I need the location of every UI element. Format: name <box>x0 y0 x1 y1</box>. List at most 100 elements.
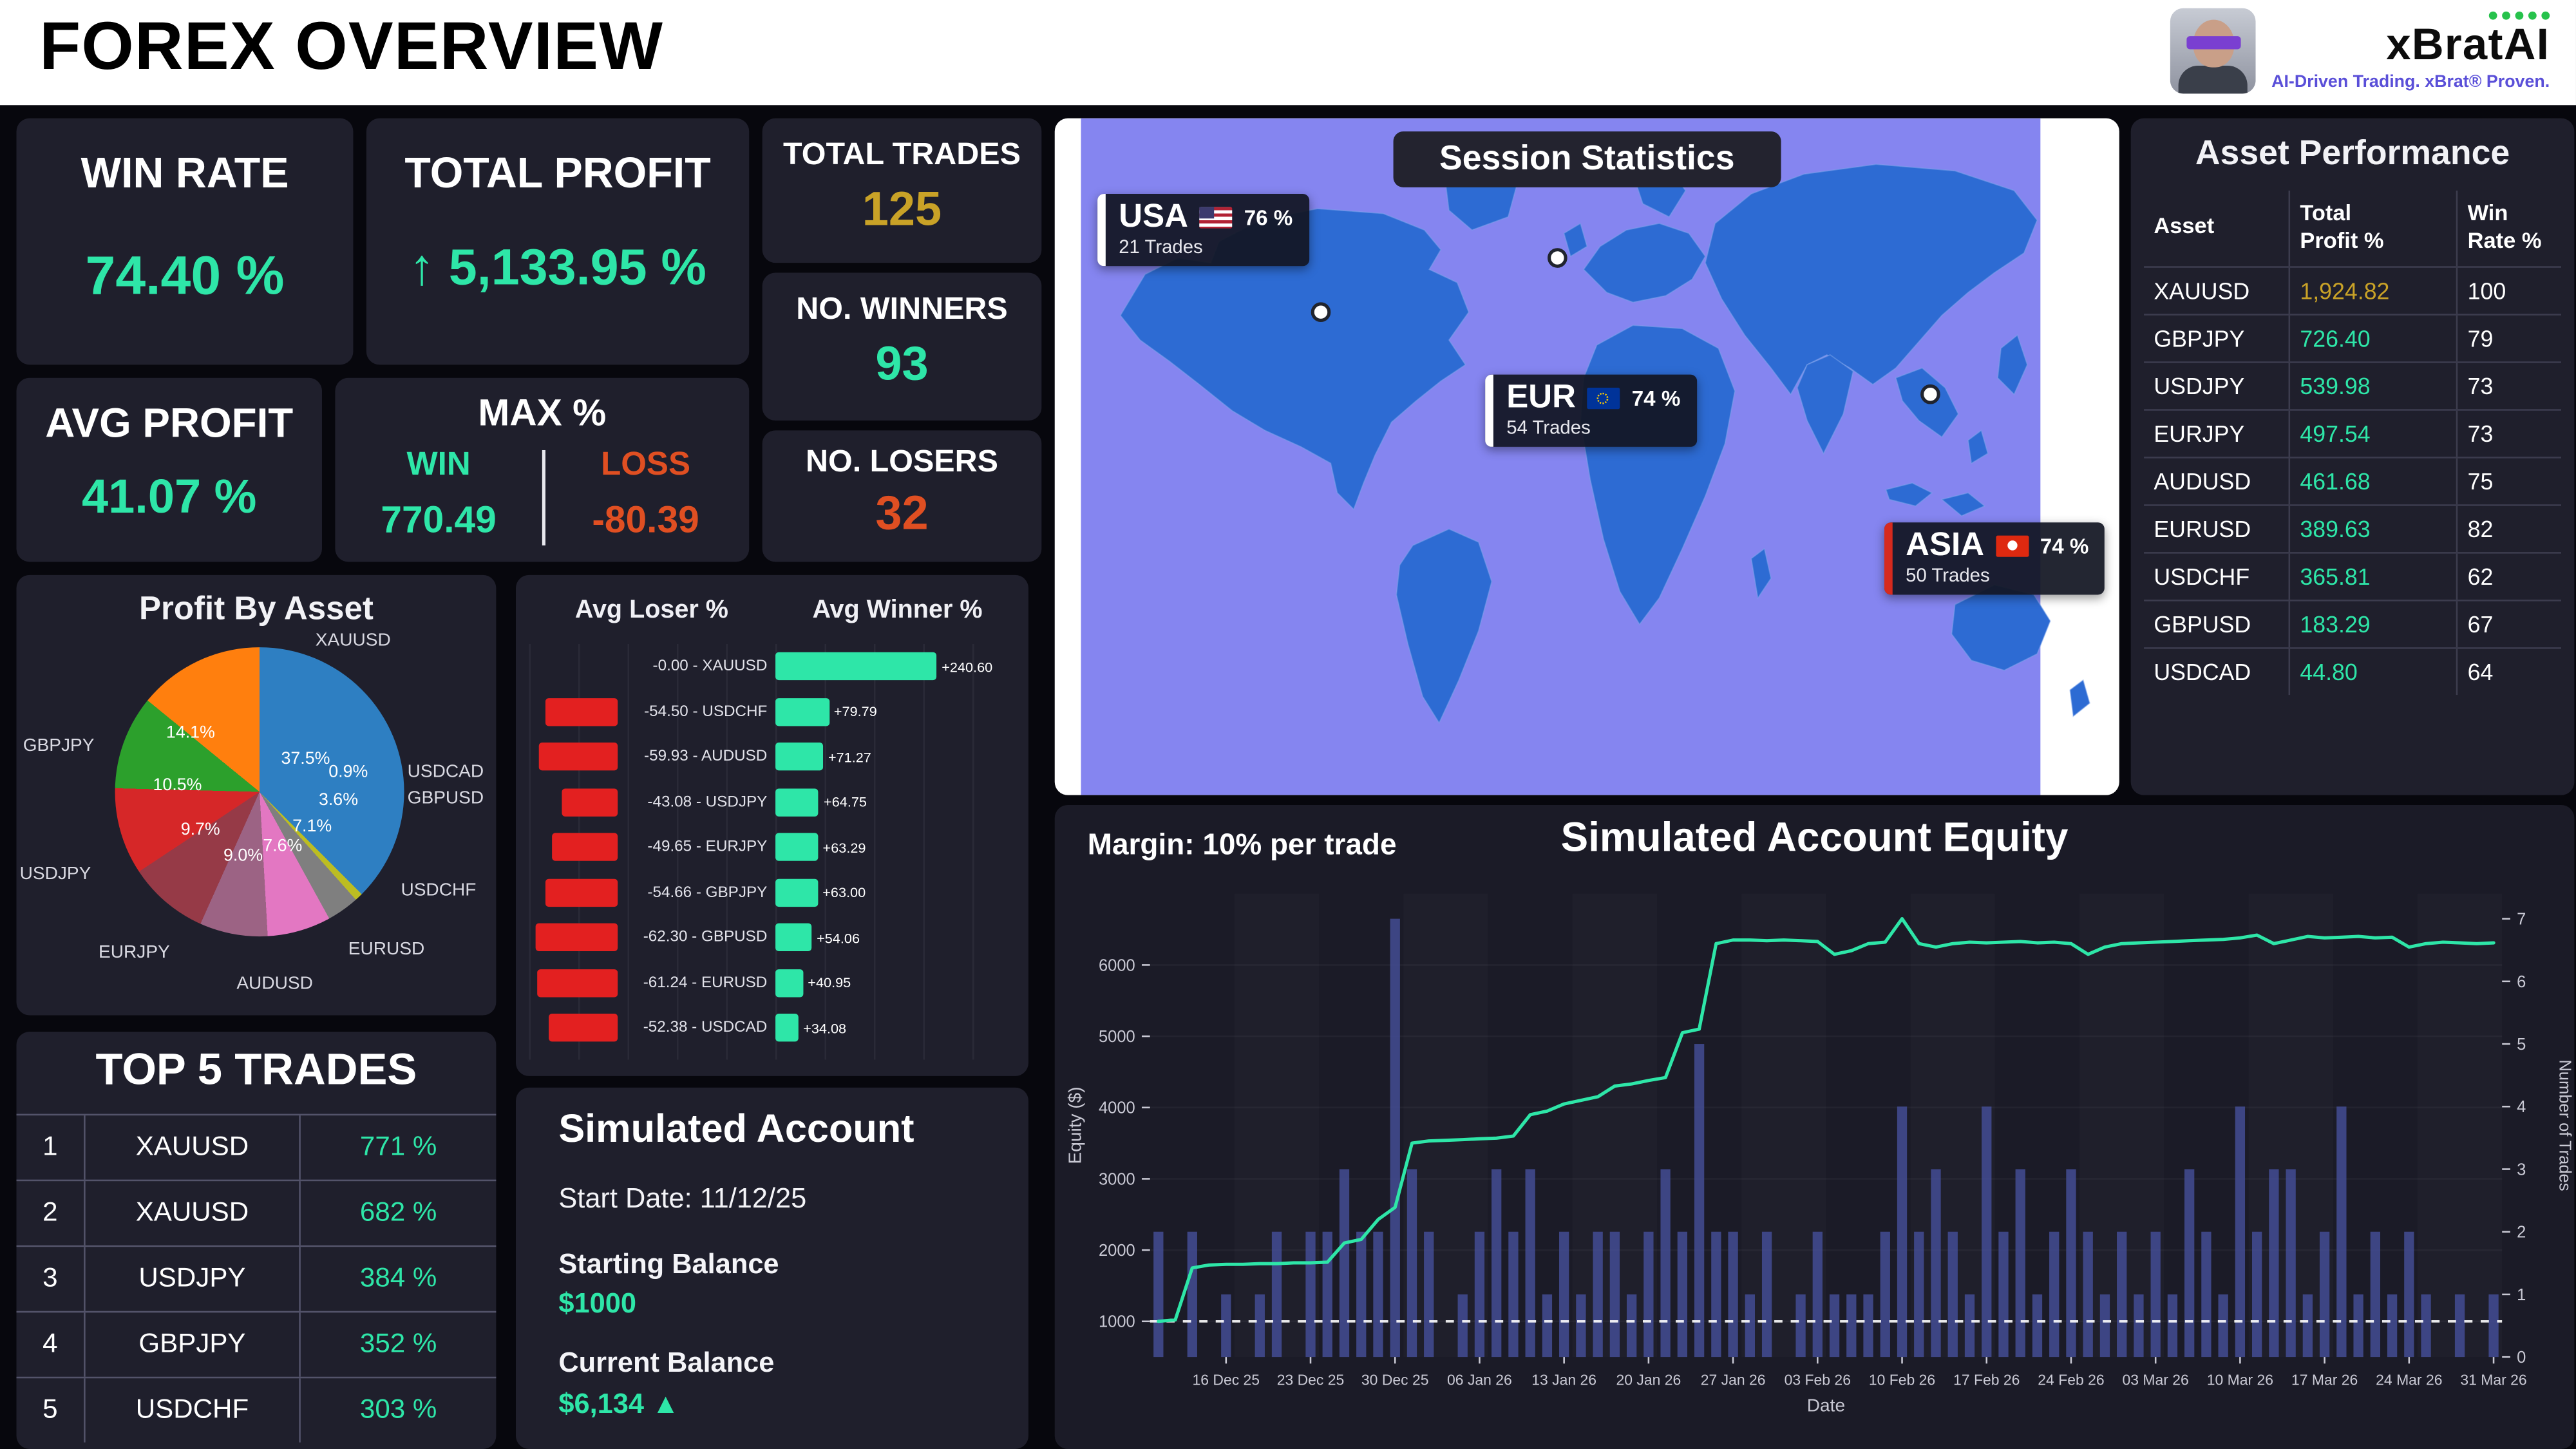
eur-session-name: EUR <box>1506 379 1577 416</box>
top5-asset: XAUUSD <box>135 1132 249 1162</box>
winner-value: +64.75 <box>824 793 867 811</box>
winloss-label: -43.08 - USDJPY <box>647 793 768 811</box>
asset-performance-table: Asset Total Profit % Win Rate % XAUUSD 1,924… <box>2144 190 2562 695</box>
winloss-row: -62.30 - GBPUSD +54.06 <box>529 915 1015 960</box>
winners-value: 93 <box>875 338 929 392</box>
winner-value: +63.29 <box>822 838 866 856</box>
page-title: FOREX OVERVIEW <box>39 8 664 84</box>
winner-value: +71.27 <box>828 748 871 766</box>
avatar <box>2169 8 2255 94</box>
pie-slice-label: EURUSD <box>348 940 425 960</box>
winloss-row: -54.50 - USDCHF +79.79 <box>529 689 1015 734</box>
loser-bar <box>545 697 618 726</box>
total-trades-label: TOTAL TRADES <box>783 138 1021 173</box>
win-rate-value: 74.40 % <box>85 245 285 306</box>
up-arrow-icon: ↑ <box>409 238 435 296</box>
max-pct-card: MAX % WIN 770.49 LOSS -80.39 <box>335 377 750 562</box>
winloss-label: -0.00 - XAUUSD <box>652 658 768 676</box>
sim-starting-value: $1000 <box>558 1287 636 1320</box>
equity-chart-title: Simulated Account Equity <box>1560 815 2069 861</box>
asset-winrate: 79 <box>2456 315 2561 361</box>
top5-row: 3 USDJPY 384 % <box>16 1245 497 1311</box>
table-row: EURUSD 389.63 82 <box>2144 504 2562 552</box>
total-trades-card: TOTAL TRADES 125 <box>762 118 1042 263</box>
sim-starting-label: Starting Balance <box>558 1248 779 1280</box>
svg-text:2: 2 <box>2517 1224 2526 1242</box>
green-dots-icon <box>2271 10 2550 19</box>
profit-by-asset-pie-chart <box>115 647 404 937</box>
asset-name: USDJPY <box>2154 372 2245 399</box>
loser-bar <box>539 743 618 772</box>
svg-text:03 Feb 26: 03 Feb 26 <box>1785 1371 1851 1388</box>
asset-name: AUDUSD <box>2154 468 2251 495</box>
avg-winner-title: Avg Winner % <box>812 596 983 625</box>
loser-bar <box>536 923 618 952</box>
session-marker-eur <box>1548 248 1567 268</box>
svg-text:17 Feb 26: 17 Feb 26 <box>1953 1371 2020 1388</box>
losers-value: 32 <box>875 488 929 541</box>
svg-text:10 Mar 26: 10 Mar 26 <box>2207 1371 2273 1388</box>
simulated-account-panel: Simulated Account Start Date: 11/12/25 S… <box>516 1087 1028 1449</box>
winloss-label: -61.24 - EURUSD <box>643 974 768 992</box>
top5-row: 2 XAUUSD 682 % <box>16 1179 497 1245</box>
margin-note: Margin: 10% per trade <box>1087 828 1397 861</box>
svg-text:30 Dec 25: 30 Dec 25 <box>1361 1371 1429 1388</box>
session-marker-asia <box>1920 384 1940 404</box>
top5-profit: 384 % <box>299 1247 496 1311</box>
top5-trades-panel: TOP 5 TRADES 1 XAUUSD 771 % 2 XAUUSD 682 % 3 US… <box>16 1032 497 1449</box>
table-row: USDCHF 365.81 62 <box>2144 551 2562 600</box>
column-header: Asset <box>2154 214 2215 240</box>
svg-text:1: 1 <box>2517 1286 2526 1304</box>
winloss-row: -52.38 - USDCAD +34.08 <box>529 1005 1015 1050</box>
loser-bar <box>537 969 618 997</box>
winloss-label: -54.50 - USDCHF <box>644 703 768 721</box>
asset-profit: 726.40 <box>2288 315 2456 361</box>
loser-bar <box>561 788 618 817</box>
top5-row: 5 USDCHF 303 % <box>16 1376 497 1443</box>
equity-chart: 1000 2000 3000 4000 5000 6000 0 1 2 3 4 5 6 7 16 Dec 2… <box>1065 911 2574 1416</box>
session-statistics-title: Session Statistics <box>1393 131 1781 187</box>
winner-bar <box>775 697 829 726</box>
win-rate-card: WIN RATE 74.40 % <box>16 118 354 365</box>
balance-up-icon: ▲ <box>652 1388 679 1420</box>
winloss-label: -59.93 - AUDUSD <box>644 748 768 766</box>
table-row: EURJPY 497.54 73 <box>2144 408 2562 457</box>
asset-profit: 1,924.82 <box>2288 267 2456 314</box>
winners-card: NO. WINNERS 93 <box>762 272 1042 421</box>
max-pct-label: MAX % <box>478 391 607 434</box>
winner-value: +34.08 <box>803 1019 847 1037</box>
asia-session-trades: 50 Trades <box>1906 567 1990 587</box>
max-win-value: 770.49 <box>381 497 497 541</box>
brand-tagline: AI-Driven Trading. xBrat® Proven. <box>2271 71 2550 91</box>
total-profit-value: 5,133.95 % <box>448 238 706 296</box>
winner-bar <box>775 1014 799 1042</box>
winloss-label: -62.30 - GBPUSD <box>643 928 768 947</box>
top5-rank: 4 <box>17 1312 86 1377</box>
pie-slice-pct: 3.6% <box>318 790 359 810</box>
session-badge-usa: USA 76 % 21 Trades <box>1097 194 1309 267</box>
svg-text:Number of Trades: Number of Trades <box>2555 1059 2573 1191</box>
winloss-row: -43.08 - USDJPY +64.75 <box>529 779 1015 824</box>
sim-current-label: Current Balance <box>558 1347 775 1379</box>
win-rate-label: WIN RATE <box>80 147 289 198</box>
asia-session-name: ASIA <box>1906 527 1985 564</box>
winloss-label: -49.65 - EURJPY <box>647 838 768 857</box>
svg-text:4: 4 <box>2517 1098 2526 1116</box>
asset-winrate: 64 <box>2456 649 2561 695</box>
asset-profit: 389.63 <box>2288 506 2456 552</box>
svg-text:2000: 2000 <box>1099 1242 1135 1260</box>
table-row: GBPUSD 183.29 67 <box>2144 599 2562 647</box>
winloss-label: -52.38 - USDCAD <box>643 1019 768 1037</box>
avg-profit-card: AVG PROFIT 41.07 % <box>16 377 322 562</box>
eur-session-pct: 74 % <box>1631 385 1681 410</box>
sim-account-title: Simulated Account <box>558 1107 914 1152</box>
equity-chart-panel: Margin: 10% per trade Simulated Account … <box>1054 804 2575 1449</box>
asset-name: EURJPY <box>2154 420 2245 447</box>
svg-text:0: 0 <box>2517 1349 2526 1367</box>
top5-row: 4 GBPJPY 352 % <box>16 1311 497 1377</box>
column-header: Total Profit % <box>2288 190 2456 266</box>
winner-bar <box>775 743 824 772</box>
asset-winrate: 73 <box>2456 363 2561 409</box>
pie-slice-label: EURJPY <box>99 943 170 963</box>
brand-name: xBratAI <box>2386 19 2550 68</box>
